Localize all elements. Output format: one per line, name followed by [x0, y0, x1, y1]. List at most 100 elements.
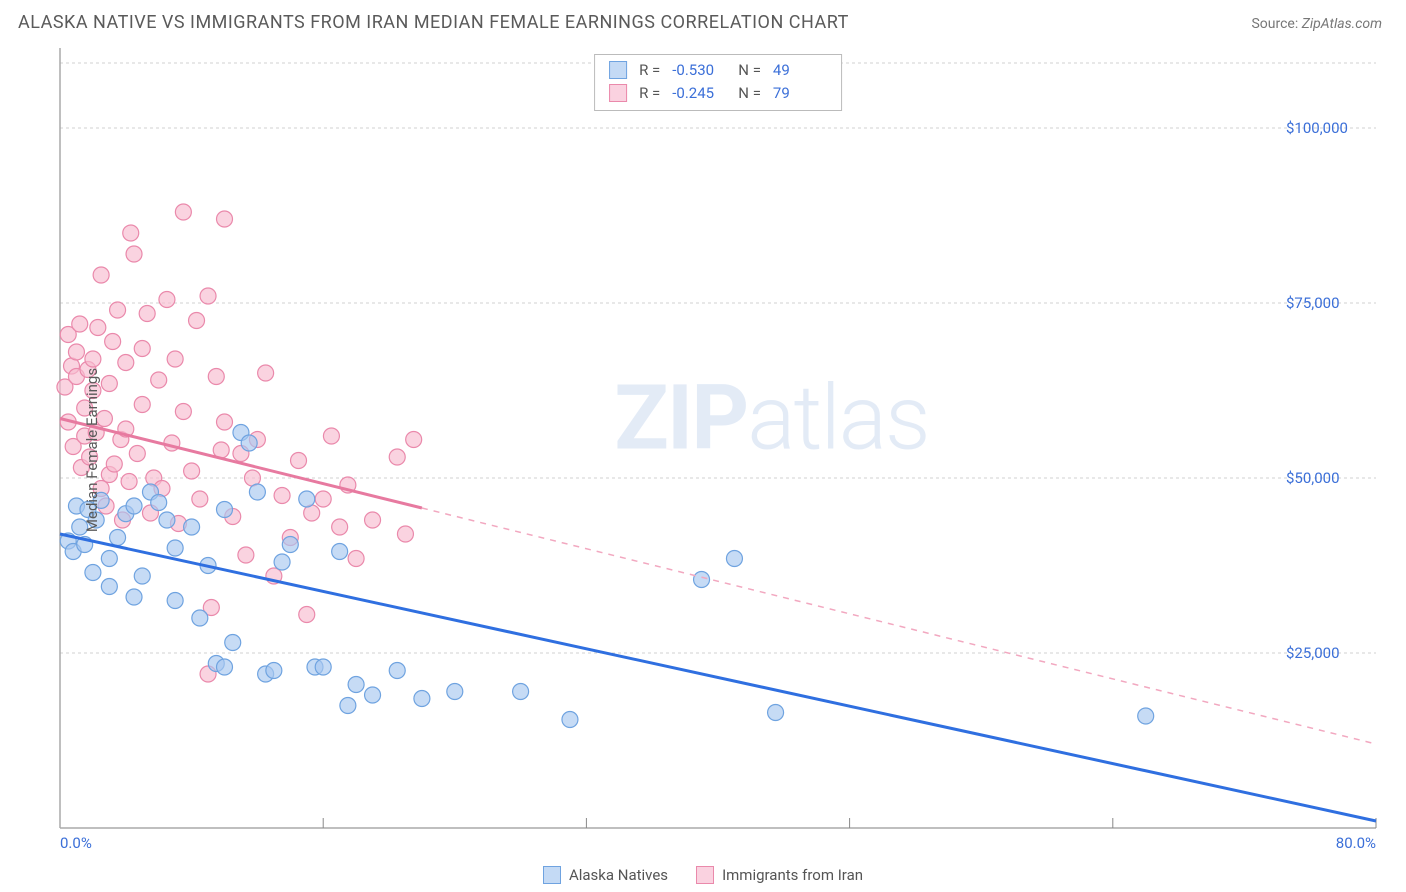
- data-point-pink: [134, 397, 150, 413]
- swatch-pink: [609, 84, 627, 102]
- r-value-blue: -0.530: [672, 59, 726, 82]
- data-point-pink: [118, 355, 134, 371]
- data-point-blue: [694, 572, 710, 588]
- y-tick-label: $75,000: [1286, 294, 1340, 312]
- data-point-pink: [106, 456, 122, 472]
- data-point-blue: [85, 565, 101, 581]
- data-point-blue: [110, 530, 126, 546]
- data-point-pink: [184, 463, 200, 479]
- y-axis-label: Median Female Earnings: [83, 368, 101, 532]
- data-point-pink: [68, 344, 84, 360]
- data-point-blue: [414, 691, 430, 707]
- series-name-pink: Immigrants from Iran: [722, 866, 863, 884]
- data-point-blue: [365, 687, 381, 703]
- data-point-blue: [513, 684, 529, 700]
- data-point-blue: [151, 495, 167, 511]
- data-point-pink: [217, 211, 233, 227]
- data-point-pink: [129, 446, 145, 462]
- data-point-blue: [101, 579, 117, 595]
- data-point-blue: [340, 698, 356, 714]
- data-point-pink: [389, 449, 405, 465]
- data-point-pink: [72, 316, 88, 332]
- data-point-pink: [397, 526, 413, 542]
- swatch-blue: [609, 61, 627, 79]
- x-max-label: 80.0%: [1336, 834, 1376, 852]
- chart-title: ALASKA NATIVE VS IMMIGRANTS FROM IRAN ME…: [18, 12, 849, 33]
- r-value-pink: -0.245: [672, 82, 726, 105]
- legend-row-blue: R = -0.530 N = 49: [609, 59, 827, 82]
- data-point-blue: [562, 712, 578, 728]
- data-point-blue: [217, 659, 233, 675]
- y-tick-label: $25,000: [1286, 644, 1340, 662]
- data-point-pink: [159, 292, 175, 308]
- data-point-blue: [1138, 708, 1154, 724]
- data-point-blue: [274, 554, 290, 570]
- data-point-blue: [134, 568, 150, 584]
- data-point-blue: [249, 484, 265, 500]
- source-attribution: Source: ZipAtlas.com: [1251, 16, 1382, 32]
- data-point-pink: [101, 376, 117, 392]
- swatch-blue: [543, 866, 561, 884]
- correlation-legend: R = -0.530 N = 49 R = -0.245 N = 79: [594, 54, 842, 111]
- data-point-pink: [121, 474, 137, 490]
- data-point-blue: [389, 663, 405, 679]
- data-point-pink: [93, 267, 109, 283]
- scatter-plot: $25,000$50,000$75,000$100,000 0.0% 80.0%: [50, 48, 1386, 852]
- data-point-blue: [167, 540, 183, 556]
- data-point-blue: [726, 551, 742, 567]
- y-tick-label: $50,000: [1286, 469, 1340, 487]
- data-point-blue: [447, 684, 463, 700]
- series-legend-item-blue: Alaska Natives: [543, 866, 668, 884]
- data-point-pink: [258, 365, 274, 381]
- data-point-blue: [192, 610, 208, 626]
- data-point-pink: [365, 512, 381, 528]
- data-point-blue: [282, 537, 298, 553]
- trendline-pink-dashed: [422, 508, 1376, 744]
- data-point-blue: [184, 519, 200, 535]
- data-point-pink: [348, 551, 364, 567]
- series-name-blue: Alaska Natives: [569, 866, 668, 884]
- data-point-pink: [299, 607, 315, 623]
- data-point-pink: [134, 341, 150, 357]
- data-point-pink: [217, 414, 233, 430]
- data-point-pink: [85, 351, 101, 367]
- data-point-blue: [101, 551, 117, 567]
- trendline-blue: [60, 534, 1376, 821]
- data-point-blue: [225, 635, 241, 651]
- swatch-pink: [696, 866, 714, 884]
- data-point-pink: [175, 204, 191, 220]
- data-point-blue: [167, 593, 183, 609]
- series-legend-item-pink: Immigrants from Iran: [696, 866, 863, 884]
- data-point-blue: [315, 659, 331, 675]
- data-point-blue: [348, 677, 364, 693]
- data-point-blue: [159, 512, 175, 528]
- source-label: Source:: [1251, 16, 1298, 32]
- data-point-pink: [332, 519, 348, 535]
- series-legend: Alaska Natives Immigrants from Iran: [0, 866, 1406, 884]
- data-point-pink: [192, 491, 208, 507]
- data-point-pink: [291, 453, 307, 469]
- data-point-pink: [151, 372, 167, 388]
- n-value-blue: 49: [773, 59, 827, 82]
- data-point-pink: [315, 491, 331, 507]
- data-point-blue: [266, 663, 282, 679]
- data-point-pink: [126, 246, 142, 262]
- data-point-pink: [208, 369, 224, 385]
- data-point-blue: [126, 498, 142, 514]
- source-value: ZipAtlas.com: [1302, 16, 1382, 32]
- data-point-blue: [126, 589, 142, 605]
- n-label: N =: [738, 59, 761, 82]
- chart-area: Median Female Earnings ZIPatlas $25,000$…: [50, 48, 1386, 852]
- data-point-pink: [238, 547, 254, 563]
- data-point-blue: [217, 502, 233, 518]
- data-point-blue: [768, 705, 784, 721]
- data-point-pink: [105, 334, 121, 350]
- data-point-pink: [139, 306, 155, 322]
- data-point-pink: [123, 225, 139, 241]
- data-point-blue: [299, 491, 315, 507]
- r-label: R =: [639, 82, 660, 105]
- data-point-blue: [332, 544, 348, 560]
- data-point-pink: [200, 288, 216, 304]
- data-point-pink: [175, 404, 191, 420]
- data-point-pink: [274, 488, 290, 504]
